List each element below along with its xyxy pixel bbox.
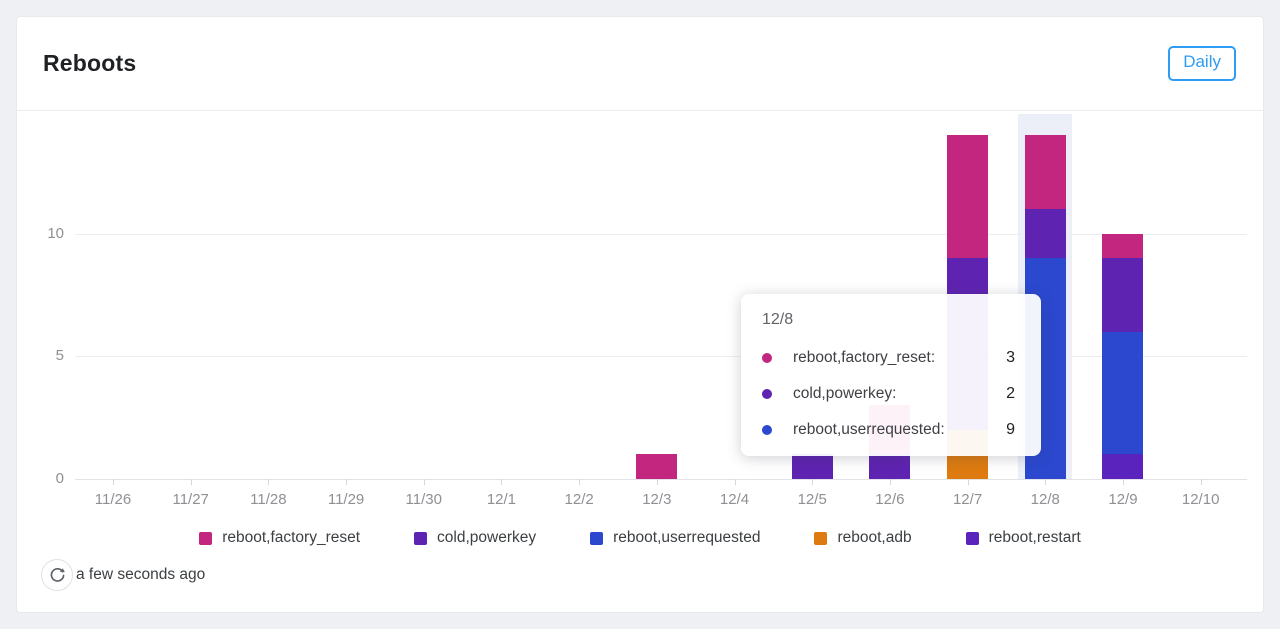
x-axis-label: 12/3 [642,491,672,508]
x-axis-label: 12/9 [1108,491,1138,508]
y-axis-label: 5 [55,347,64,365]
x-axis-label: 11/26 [94,491,132,508]
refresh-button[interactable] [41,559,73,591]
legend-item[interactable]: reboot,userrequested [590,529,760,547]
x-axis-label: 12/10 [1181,491,1220,508]
refresh-icon [48,566,67,585]
x-axis-label: 12/8 [1030,491,1060,508]
tooltip-title: 12/8 [762,311,794,328]
legend-swatch-icon [590,531,604,545]
bar-segment[interactable] [869,454,911,479]
x-axis-tick [889,479,891,485]
chart-tooltip: 12/8 reboot,factory_reset: 3 cold,powerk… [741,294,1041,456]
bar-segment[interactable] [1102,233,1144,259]
chart-legend: reboot,factory_reset cold,powerkey reboot,… [17,529,1263,547]
legend-item[interactable]: reboot,restart [965,529,1081,547]
x-axis-tick [579,479,581,485]
series-dot-icon [762,353,772,363]
legend-swatch-icon [414,531,428,545]
page-title: Reboots [43,50,137,76]
gridline [75,233,1247,235]
legend-label: cold,powerkey [437,529,537,546]
chart-footer: a few seconds ago [41,559,205,591]
daily-range-button[interactable]: Daily [1168,46,1236,81]
legend-label: reboot,userrequested [613,529,761,546]
x-axis-tick [346,479,348,485]
x-axis-tick [268,479,270,485]
x-axis-tick [423,479,425,485]
x-axis-label: 12/2 [564,491,594,508]
legend-swatch-icon [814,531,828,545]
bar-segment[interactable] [1024,135,1066,209]
x-axis-tick [812,479,814,485]
bar-segment[interactable] [947,135,989,259]
legend-label: reboot,restart [988,529,1081,546]
x-axis-tick [734,479,736,485]
series-dot-icon [762,425,772,435]
tooltip-row: cold,powerkey: 2 [762,376,1015,412]
legend-swatch-icon [965,531,979,545]
legend-swatch-icon [199,531,213,545]
tooltip-series-label: reboot,factory_reset: [793,349,936,366]
bar-segment[interactable] [791,454,833,479]
tooltip-series-value: 9 [1006,421,1015,438]
x-axis-label: 12/5 [797,491,827,508]
x-axis-label: 11/30 [405,491,442,508]
x-axis-tick [1122,479,1124,485]
stacked-bar-chart: 0 5 10 11/26 11/27 11/28 11/29 11/30 12/1 12/2 12/… [17,17,1263,612]
tooltip-row: reboot,userrequested: 9 [762,412,1015,448]
x-axis-tick [1045,479,1047,485]
x-axis-label: 11/28 [250,491,287,508]
reboots-card: Reboots Daily 0 5 10 11/26 11/27 11/28 11/29 11… [16,16,1264,613]
x-axis-tick [113,479,114,485]
last-refreshed-text: a few seconds ago [76,566,206,583]
x-axis-tick [190,479,192,485]
x-axis-label: 12/4 [719,491,750,508]
x-axis-tick [967,479,969,485]
tooltip-series-label: cold,powerkey: [793,385,897,402]
bar-segment[interactable] [1102,331,1144,455]
bar-segment[interactable] [1102,454,1144,479]
gridline [75,479,1247,480]
bar-segment[interactable] [1024,208,1066,259]
gridline [75,356,1247,358]
y-axis-label: 0 [55,470,64,487]
x-axis-label: 11/27 [172,491,209,508]
tooltip-series-label: reboot,userrequested: [793,421,945,438]
legend-item[interactable]: reboot,factory_reset [199,529,360,547]
bar-segment[interactable] [1102,258,1144,332]
card-header: Reboots Daily [17,17,1263,111]
x-axis-label: 12/7 [952,491,983,508]
x-axis-label: 11/29 [327,491,365,508]
legend-label: reboot,factory_reset [222,529,361,546]
x-axis-tick [656,479,658,485]
series-dot-icon [762,389,772,399]
bar-segment[interactable] [636,454,678,479]
tooltip-row: reboot,factory_reset: 3 [762,340,1015,376]
legend-item[interactable]: reboot,adb [814,529,912,547]
legend-item[interactable]: cold,powerkey [414,529,536,547]
x-axis-tick [501,479,503,485]
tooltip-series-value: 2 [1006,385,1015,402]
tooltip-series-value: 3 [1006,349,1015,366]
x-axis-label: 12/6 [875,491,905,508]
legend-label: reboot,adb [837,529,912,546]
x-axis-label: 12/1 [486,491,517,508]
x-axis-tick [1200,479,1202,485]
y-axis-label: 10 [47,224,64,242]
